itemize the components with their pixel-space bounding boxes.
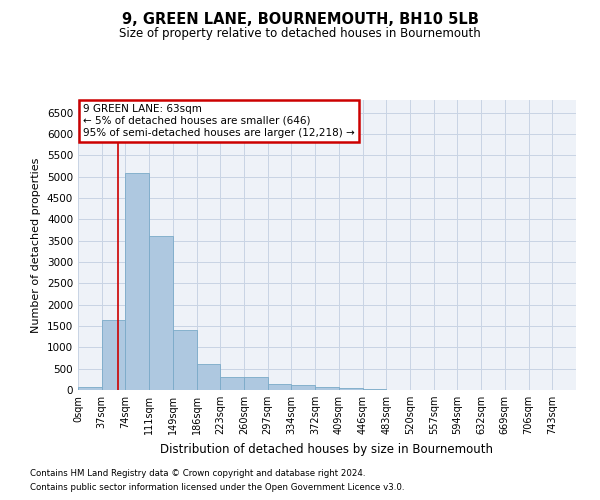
Text: 9 GREEN LANE: 63sqm
← 5% of detached houses are smaller (646)
95% of semi-detach: 9 GREEN LANE: 63sqm ← 5% of detached hou… <box>83 104 355 138</box>
Bar <box>149 236 173 390</box>
Bar <box>362 388 386 390</box>
Bar <box>220 378 244 390</box>
Bar <box>102 320 125 390</box>
Bar <box>197 364 220 390</box>
Text: 9, GREEN LANE, BOURNEMOUTH, BH10 5LB: 9, GREEN LANE, BOURNEMOUTH, BH10 5LB <box>122 12 478 28</box>
Bar <box>125 174 149 390</box>
X-axis label: Distribution of detached houses by size in Bournemouth: Distribution of detached houses by size … <box>161 442 493 456</box>
Y-axis label: Number of detached properties: Number of detached properties <box>31 158 41 332</box>
Bar <box>315 386 339 390</box>
Bar <box>292 385 315 390</box>
Text: Contains public sector information licensed under the Open Government Licence v3: Contains public sector information licen… <box>30 484 404 492</box>
Bar <box>268 384 292 390</box>
Bar <box>339 388 362 390</box>
Text: Size of property relative to detached houses in Bournemouth: Size of property relative to detached ho… <box>119 28 481 40</box>
Text: Contains HM Land Registry data © Crown copyright and database right 2024.: Contains HM Land Registry data © Crown c… <box>30 468 365 477</box>
Bar <box>173 330 197 390</box>
Bar <box>244 378 268 390</box>
Bar <box>78 387 102 390</box>
